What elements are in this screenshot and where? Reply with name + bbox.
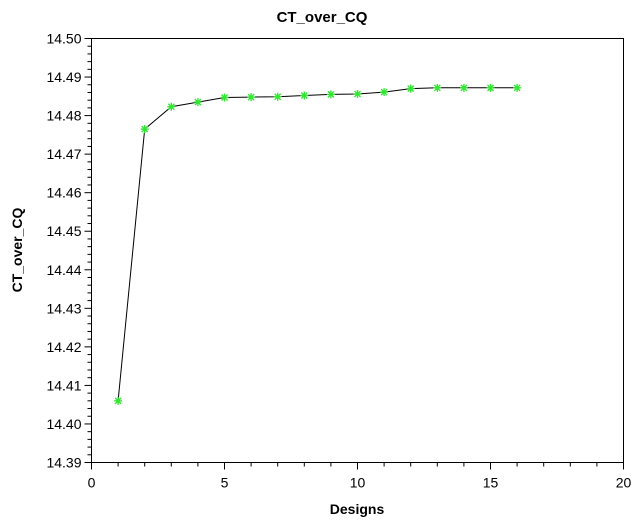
- y-tick-label: 14.47: [46, 146, 81, 162]
- x-axis-label: Designs: [330, 501, 385, 517]
- series-layer: [114, 83, 522, 405]
- data-point: [326, 90, 335, 99]
- data-point: [140, 125, 149, 134]
- data-point: [300, 91, 309, 100]
- data-point: [513, 83, 522, 92]
- y-tick-label: 14.46: [46, 185, 81, 201]
- data-point: [167, 102, 176, 111]
- y-tick-label: 14.43: [46, 300, 81, 316]
- y-axis: 14.39 14.40 14.41 14.42 14.43 14.44 14.45 14.46…: [46, 31, 92, 471]
- y-tick-label: 14.42: [46, 339, 81, 355]
- chart-title: CT_over_CQ: [277, 9, 368, 26]
- y-tick-label: 14.50: [46, 31, 81, 47]
- x-tick-label: 20: [616, 475, 632, 491]
- y-tick-label: 14.44: [46, 262, 81, 278]
- y-tick-label: 14.39: [46, 455, 81, 471]
- x-axis: 0 5 10 15 20: [88, 462, 632, 491]
- data-point: [114, 396, 123, 405]
- x-tick-label: 5: [221, 475, 229, 491]
- y-tick-label: 14.40: [46, 416, 81, 432]
- x-tick-label: 15: [483, 475, 499, 491]
- y-tick-label: 14.48: [46, 108, 81, 124]
- data-point: [459, 83, 468, 92]
- data-point: [220, 93, 229, 102]
- data-point: [273, 92, 282, 101]
- data-point: [380, 88, 389, 97]
- data-point: [486, 83, 495, 92]
- x-tick-label: 0: [88, 475, 96, 491]
- y-tick-label: 14.41: [46, 377, 81, 393]
- y-axis-label: CT_over_CQ: [9, 207, 25, 292]
- data-point: [193, 98, 202, 107]
- data-point: [247, 93, 256, 102]
- plot-frame: [91, 38, 624, 463]
- y-tick-label: 14.45: [46, 223, 81, 239]
- data-point: [433, 83, 442, 92]
- data-point: [353, 90, 362, 99]
- y-tick-label: 14.49: [46, 69, 81, 85]
- data-point: [406, 84, 415, 93]
- x-tick-label: 10: [350, 475, 366, 491]
- series-line: [117, 87, 518, 401]
